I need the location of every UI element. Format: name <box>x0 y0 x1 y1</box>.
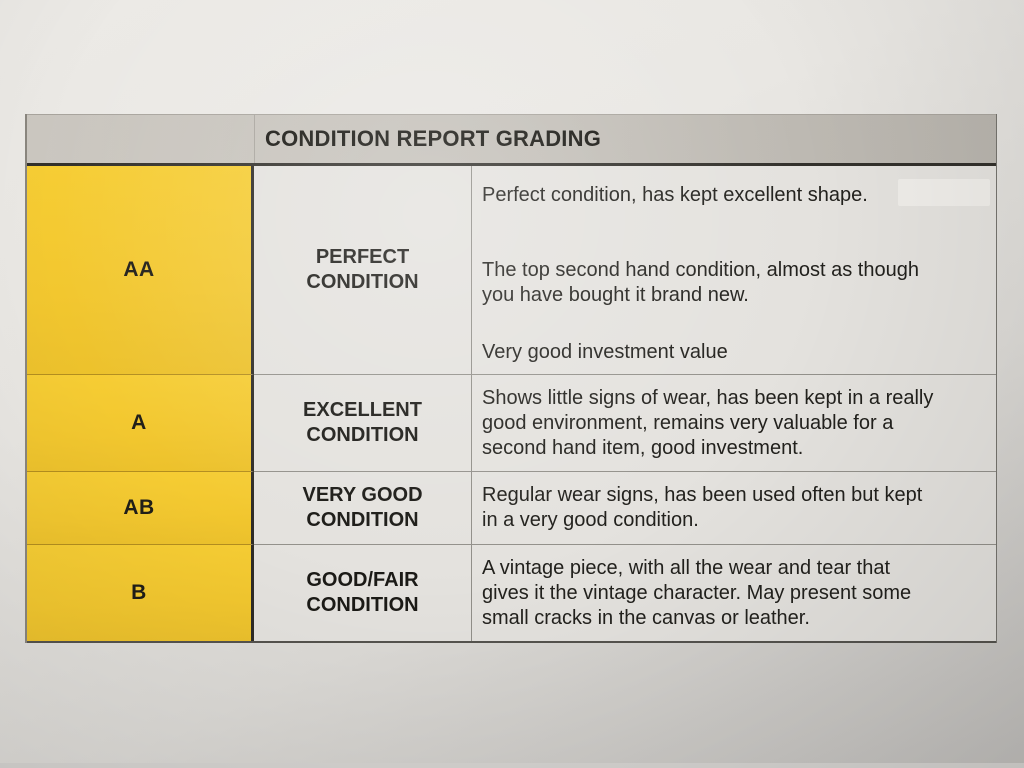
grade-label: AA <box>123 258 155 281</box>
table-body: AA PERFECT CONDITION Perfect condition, … <box>27 166 996 643</box>
condition-grading-table: CONDITION REPORT GRADING AA PERFECT COND… <box>25 114 997 643</box>
condition-label: GOOD/FAIR CONDITION <box>306 569 419 616</box>
description-paragraph: A vintage piece, with all the wear and t… <box>482 557 912 629</box>
header-spacer-cell <box>27 115 255 163</box>
condition-label: VERY GOOD CONDITION <box>302 484 423 531</box>
description-cell: Perfect condition, has kept excellent sh… <box>472 166 996 374</box>
table-row: AA PERFECT CONDITION Perfect condition, … <box>27 166 996 374</box>
description-paragraph: Perfect condition, has kept excellent sh… <box>482 184 868 206</box>
grade-cell: AB <box>27 471 254 544</box>
condition-cell: EXCELLENT CONDITION <box>254 374 472 471</box>
description-paragraph: Shows little signs of wear, has been kep… <box>482 387 934 459</box>
photo-bottom-edge <box>0 763 1024 768</box>
condition-cell: VERY GOOD CONDITION <box>254 471 472 544</box>
description-paragraph: The top second hand condition, almost as… <box>482 259 919 306</box>
description-cell: Shows little signs of wear, has been kep… <box>472 374 996 471</box>
grade-label: A <box>131 411 147 434</box>
table-header-row: CONDITION REPORT GRADING <box>27 114 996 166</box>
table-row: AB VERY GOOD CONDITION Regular wear sign… <box>27 471 996 544</box>
table-row: B GOOD/FAIR CONDITION A vintage piece, w… <box>27 544 996 641</box>
grade-cell: B <box>27 544 254 641</box>
grade-label: B <box>131 581 147 604</box>
description-paragraph: Regular wear signs, has been used often … <box>482 484 923 531</box>
grade-cell: A <box>27 374 254 471</box>
table-row: A EXCELLENT CONDITION Shows little signs… <box>27 374 996 471</box>
description-cell: Regular wear signs, has been used often … <box>472 471 996 544</box>
condition-cell: GOOD/FAIR CONDITION <box>254 544 472 641</box>
grade-label: AB <box>123 496 155 519</box>
description-paragraph: Very good investment value <box>482 341 728 363</box>
condition-label: EXCELLENT CONDITION <box>303 399 422 446</box>
condition-label: PERFECT CONDITION <box>306 246 419 293</box>
grade-cell: AA <box>27 166 254 374</box>
table-title: CONDITION REPORT GRADING <box>265 126 602 151</box>
whiteout-patch <box>898 179 990 206</box>
description-cell: A vintage piece, with all the wear and t… <box>472 544 996 641</box>
condition-cell: PERFECT CONDITION <box>254 166 472 374</box>
